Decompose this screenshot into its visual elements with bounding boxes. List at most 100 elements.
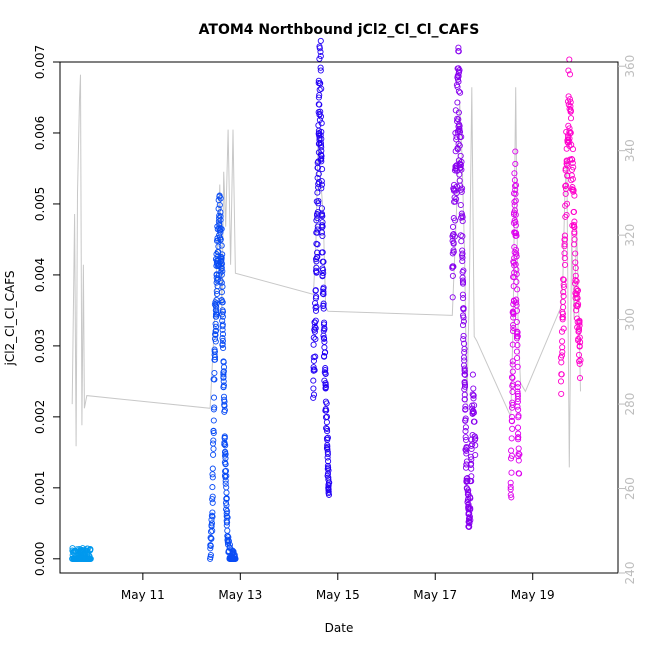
data-point [455, 48, 462, 55]
data-point [558, 328, 566, 335]
data-point [459, 322, 467, 329]
data-point [212, 331, 219, 339]
data-point [310, 341, 317, 348]
data-point [212, 323, 220, 330]
data-point [459, 185, 466, 192]
data-point [322, 381, 329, 388]
data-point [509, 341, 516, 348]
data-point [212, 320, 219, 327]
y2-tick-label: 360 [623, 55, 637, 78]
data-point [514, 424, 522, 431]
data-point [217, 213, 224, 220]
data-point [323, 419, 330, 426]
data-point [507, 486, 514, 493]
data-point [325, 458, 332, 465]
data-point [319, 223, 326, 230]
data-point [323, 425, 331, 433]
data-point [208, 516, 215, 523]
data-point [512, 182, 520, 189]
data-point [514, 380, 521, 387]
data-point [471, 418, 478, 425]
data-point [310, 385, 317, 392]
data-point [450, 263, 457, 270]
data-point [566, 96, 573, 103]
data-point [513, 318, 520, 326]
data-point [459, 212, 466, 219]
data-point [219, 251, 226, 258]
data-point [469, 371, 476, 378]
data-point [310, 357, 317, 364]
y-tick-label: 0.000 [33, 542, 47, 576]
y-tick-label: 0.005 [33, 187, 47, 221]
data-point [209, 509, 216, 516]
data-point [209, 496, 216, 503]
data-point [508, 413, 515, 420]
data-point [458, 158, 465, 165]
data-point [567, 115, 575, 122]
data-point [459, 277, 466, 284]
data-point [219, 335, 226, 342]
data-point [231, 551, 238, 558]
data-point [315, 170, 322, 178]
data-point [218, 225, 225, 233]
data-point [218, 242, 225, 249]
data-point [515, 470, 522, 477]
data-point [563, 200, 571, 207]
data-point [513, 271, 520, 278]
data-point [216, 201, 223, 209]
data-point [472, 451, 479, 459]
x-axis-label: Date [325, 621, 354, 635]
data-point [310, 334, 317, 341]
data-point [470, 392, 477, 399]
data-point [561, 255, 568, 262]
data-point [462, 415, 469, 422]
data-point [318, 120, 325, 127]
data-point [311, 367, 318, 374]
data-point [324, 434, 331, 441]
data-point [310, 391, 318, 398]
data-point [510, 324, 517, 331]
data-point [312, 317, 319, 324]
data-point [513, 253, 520, 260]
data-point [572, 264, 579, 272]
data-point [314, 174, 321, 181]
data-point [211, 404, 218, 411]
series-segment-6 [557, 56, 584, 397]
data-point [210, 437, 217, 444]
data-point [512, 211, 519, 218]
data-point [213, 304, 220, 311]
data-point [219, 268, 226, 275]
data-point [220, 344, 227, 352]
data-point [513, 230, 520, 237]
data-point [318, 185, 325, 192]
data-point [460, 305, 467, 312]
data-point [322, 370, 329, 378]
data-point [457, 201, 464, 209]
data-point [576, 322, 583, 329]
data-point [310, 394, 317, 401]
data-point [576, 374, 584, 382]
data-point [212, 327, 220, 334]
data-point [458, 188, 465, 195]
data-point [470, 409, 477, 416]
data-point [457, 165, 464, 172]
data-point [507, 483, 514, 491]
data-point [317, 48, 324, 55]
data-point [207, 551, 214, 559]
data-point [561, 232, 568, 239]
data-point [220, 358, 227, 365]
data-point [508, 452, 515, 459]
data-point [319, 249, 326, 256]
data-point [214, 277, 221, 284]
data-point [219, 331, 227, 338]
data-point [219, 323, 226, 330]
data-point [325, 482, 332, 489]
data-point [313, 269, 320, 276]
data-point [318, 229, 326, 236]
data-point [223, 510, 230, 517]
data-point [210, 427, 217, 434]
data-point [510, 321, 517, 329]
data-point [461, 365, 468, 372]
data-point [509, 368, 516, 375]
data-point [513, 333, 521, 340]
